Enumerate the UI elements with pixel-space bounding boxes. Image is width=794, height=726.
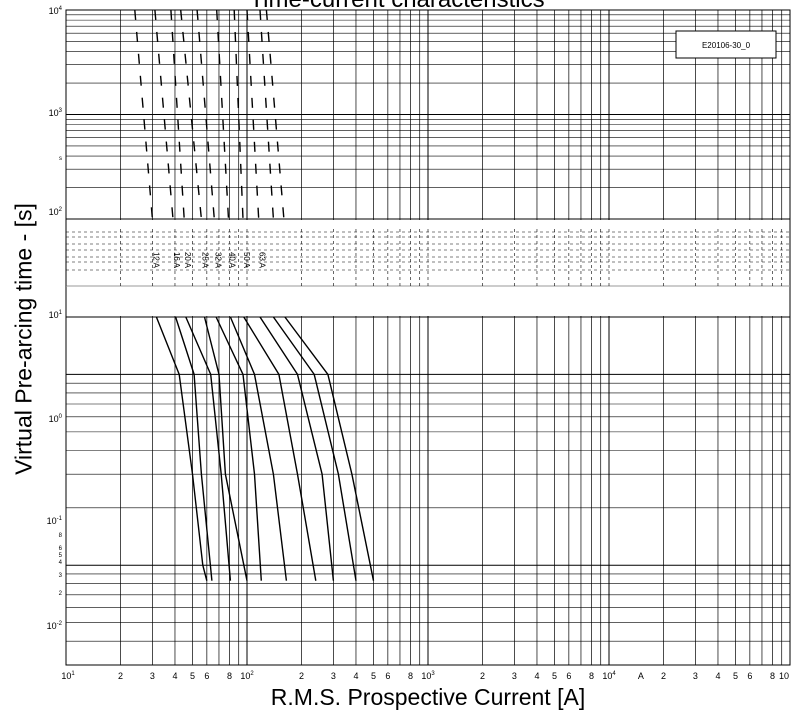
x-tick-label: 8 <box>227 671 232 681</box>
series-curves <box>134 9 375 581</box>
x-tick-label: 3 <box>331 671 336 681</box>
y-tick-label: 101 <box>49 310 63 320</box>
series-lower-10 <box>284 316 375 581</box>
x-tick-label: 4 <box>715 671 720 681</box>
y-tick-label: 6 <box>59 546 63 552</box>
legend-box: E20106-30_0 <box>675 30 777 59</box>
series-label: 32 A <box>213 252 222 269</box>
x-tick-label: 4 <box>172 671 177 681</box>
series-label: 40 A <box>227 252 236 269</box>
series-lower-9 <box>272 316 357 581</box>
series-lower-4 <box>203 316 248 581</box>
y-tick-label: 2 <box>59 591 63 597</box>
y-tick-label: 10-2 <box>47 621 63 631</box>
y-tick-label: 10-1 <box>47 516 63 526</box>
x-tick-label: 5 <box>733 671 738 681</box>
series-lower-8 <box>259 316 335 581</box>
y-tick-label: 102 <box>49 207 63 217</box>
series-lower-1 <box>155 316 208 581</box>
x-tick-label: 2 <box>661 671 666 681</box>
x-tick-label: A <box>638 671 644 681</box>
x-tick-label: 6 <box>204 671 209 681</box>
x-tick-label: 8 <box>770 671 775 681</box>
x-tick-label: 4 <box>534 671 539 681</box>
x-tick-label: 3 <box>150 671 155 681</box>
x-tick-label: 102 <box>240 671 254 681</box>
series-label: 25 A <box>200 252 209 269</box>
series-lower-6 <box>229 316 288 581</box>
x-tick-label: 10 <box>779 671 789 681</box>
series-labels: 12 A 16 A 20 A 25 A 32 A 40 A 50 A 63 A <box>151 252 266 269</box>
y-tick-label: 5 <box>59 553 63 559</box>
x-axis-label: R.M.S. Prospective Current [A] <box>270 684 586 710</box>
y-tick-label: 8 <box>59 533 63 539</box>
x-tick-label: 8 <box>408 671 413 681</box>
x-tick-label: 4 <box>353 671 358 681</box>
y-tick-label: 103 <box>49 108 63 118</box>
broken-axis-band <box>65 220 790 316</box>
series-label: 63 A <box>258 252 267 269</box>
series-lower-2 <box>174 316 213 581</box>
y-tick-label: 3 <box>59 573 63 579</box>
series-lower-3 <box>185 316 232 581</box>
series-label: 12 A <box>151 252 160 269</box>
x-tick-label: 104 <box>602 671 616 681</box>
x-tick-label: 6 <box>385 671 390 681</box>
y-axis-label: Virtual Pre-arcing time - [s] <box>10 203 37 475</box>
x-tick-label: 103 <box>421 671 435 681</box>
legend-frame <box>675 30 777 59</box>
x-tick-label: 3 <box>512 671 517 681</box>
series-lower-7 <box>243 316 317 581</box>
x-tick-label: 5 <box>190 671 195 681</box>
x-tick-label: 5 <box>552 671 557 681</box>
y-tick-label: 100 <box>49 414 63 424</box>
x-tick-label: 6 <box>747 671 752 681</box>
x-tick-label: 5 <box>371 671 376 681</box>
x-tick-label: 101 <box>61 671 75 681</box>
x-tick-label: 2 <box>299 671 304 681</box>
x-tick-label: 8 <box>589 671 594 681</box>
series-label: 50 A <box>242 252 251 269</box>
x-tick-label: 6 <box>566 671 571 681</box>
x-tick-label: 2 <box>480 671 485 681</box>
x-tick-label: 2 <box>118 671 123 681</box>
y-tick-label: 104 <box>49 6 63 16</box>
y-tick-label: s <box>59 156 62 162</box>
series-label: 20 A <box>183 252 192 269</box>
x-tick-label: 3 <box>693 671 698 681</box>
series-lower-5 <box>215 316 262 581</box>
series-label: 16 A <box>172 252 181 269</box>
legend-id: E20106-30_0 <box>702 41 751 50</box>
y-tick-label: 4 <box>59 560 63 566</box>
